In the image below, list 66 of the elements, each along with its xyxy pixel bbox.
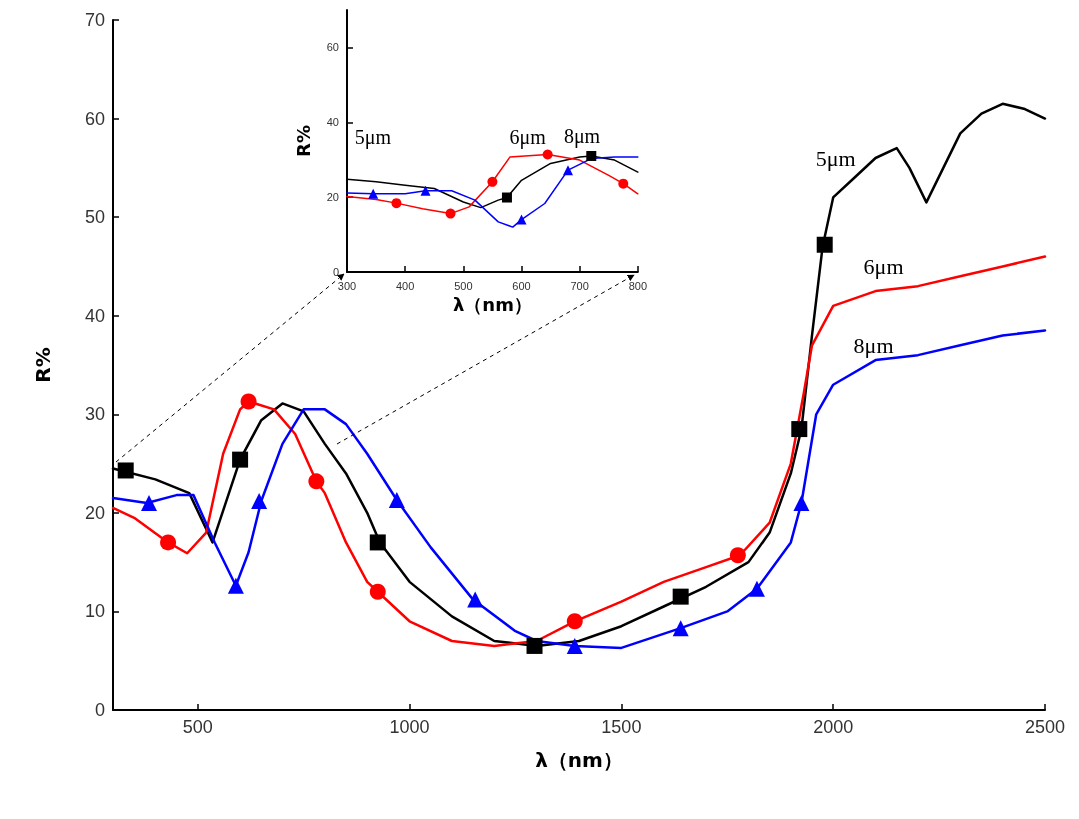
point xyxy=(240,393,257,410)
y-tick-label: 30 xyxy=(84,404,105,425)
point xyxy=(748,580,765,597)
y-tick-label: 70 xyxy=(84,10,105,30)
point xyxy=(308,473,325,490)
y-tick-label: 40 xyxy=(84,305,105,326)
point xyxy=(793,495,810,511)
point xyxy=(526,637,543,654)
x-tick-label: 2000 xyxy=(813,717,854,737)
y-tick-label: 0 xyxy=(332,266,339,278)
series-label: 6μm xyxy=(863,253,904,279)
point xyxy=(566,637,583,654)
point xyxy=(542,149,553,160)
y-axis-title: R% xyxy=(31,347,55,383)
y-tick-label: 0 xyxy=(94,700,105,720)
y-tick-label: 10 xyxy=(84,601,105,622)
y-axis-title: R% xyxy=(292,125,314,157)
point xyxy=(516,214,527,225)
point xyxy=(420,185,431,196)
point xyxy=(672,588,689,605)
point xyxy=(729,547,746,564)
point xyxy=(227,577,244,594)
point xyxy=(618,178,629,189)
point xyxy=(791,421,808,438)
point xyxy=(117,462,134,479)
x-axis-title: λ（nm） xyxy=(452,294,532,316)
x-tick-label: 300 xyxy=(337,279,357,292)
x-tick-label: 800 xyxy=(628,279,647,292)
point xyxy=(501,192,512,203)
y-tick-label: 40 xyxy=(326,116,339,129)
point xyxy=(467,591,484,608)
point xyxy=(388,492,405,509)
x-tick-label: 500 xyxy=(182,717,213,737)
point xyxy=(445,208,456,219)
point xyxy=(232,451,249,468)
point xyxy=(487,176,498,187)
series-label: 6μm xyxy=(509,126,547,150)
point xyxy=(141,495,158,511)
series-label: 5μm xyxy=(815,145,856,171)
x-tick-label: 700 xyxy=(570,279,589,292)
series-label: 5μm xyxy=(354,126,392,150)
point xyxy=(563,165,574,176)
point xyxy=(586,150,597,161)
point xyxy=(368,188,379,199)
point xyxy=(160,534,177,551)
y-tick-label: 20 xyxy=(84,502,105,523)
x-tick-label: 2500 xyxy=(1024,717,1066,737)
x-tick-label: 600 xyxy=(512,279,531,292)
x-tick-label: 400 xyxy=(395,279,415,292)
point xyxy=(251,493,268,510)
point xyxy=(672,620,689,637)
y-tick-label: 50 xyxy=(84,207,105,228)
x-tick-label: 500 xyxy=(454,279,473,292)
series-label: 8μm xyxy=(853,332,894,358)
y-tick-label: 20 xyxy=(326,191,339,204)
x-axis-title: λ（nm） xyxy=(535,748,623,772)
series-label: 8μm xyxy=(563,125,601,149)
point xyxy=(566,613,583,630)
y-tick-label: 60 xyxy=(326,41,339,54)
y-tick-label: 60 xyxy=(84,108,105,129)
point xyxy=(816,236,833,253)
point xyxy=(369,534,386,551)
x-tick-label: 1000 xyxy=(389,717,430,737)
point xyxy=(391,198,402,209)
point xyxy=(369,583,386,600)
x-tick-label: 1500 xyxy=(601,717,642,737)
